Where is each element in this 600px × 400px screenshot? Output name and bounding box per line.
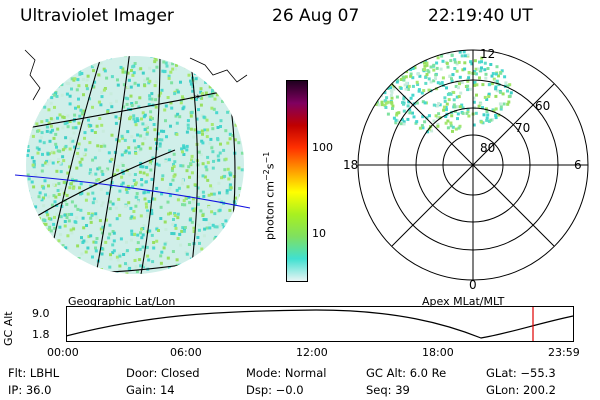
date-label: 26 Aug 07 — [272, 6, 360, 26]
geographic-image: * — [15, 49, 251, 274]
colorbar — [286, 80, 308, 282]
altitude-xtick-4: 23:59 — [548, 346, 580, 359]
status-glon: GLon: 200.2 — [486, 383, 556, 397]
coastline — [24, 49, 248, 101]
mlt-0: 0 — [469, 278, 477, 292]
colorbar-tick-10: 10 — [312, 227, 326, 240]
status-gain: Gain: 14 — [126, 383, 175, 397]
mlt-6: 6 — [574, 158, 582, 172]
status-gc-alt: GC Alt: 6.0 Re — [366, 366, 447, 380]
status-door: Door: Closed — [126, 366, 200, 380]
polar-plot: 12 18 6 0 60 70 80 — [343, 47, 589, 292]
status-ip: IP: 36.0 — [8, 383, 52, 397]
altitude-xtick-1: 06:00 — [170, 346, 202, 359]
altitude-ytick-min: 1.8 — [32, 328, 50, 341]
svg-text:*: * — [195, 94, 200, 104]
time-label: 22:19:40 UT — [428, 6, 533, 26]
altitude-ylabel: GC Alt — [2, 311, 15, 346]
status-seq: Seq: 39 — [366, 383, 410, 397]
altitude-xtick-3: 18:00 — [422, 346, 454, 359]
mlat-60: 60 — [535, 99, 550, 113]
status-flt: Flt: LBHL — [8, 366, 60, 380]
mlt-18: 18 — [343, 158, 358, 172]
mlat-80: 80 — [480, 141, 495, 155]
status-glat: GLat: −55.3 — [486, 366, 556, 380]
status-dsp: Dsp: −0.0 — [246, 383, 304, 397]
colorbar-unit-label: photon cm−2s−1 — [262, 151, 277, 240]
altitude-plot — [66, 306, 574, 342]
mlt-12: 12 — [480, 47, 495, 61]
mlat-70: 70 — [515, 121, 530, 135]
altitude-ytick-max: 9.0 — [32, 307, 50, 320]
altitude-xtick-0: 00:00 — [47, 346, 79, 359]
geographic-caption: Geographic Lat/Lon — [68, 295, 176, 308]
instrument-title: Ultraviolet Imager — [20, 6, 174, 26]
status-mode: Mode: Normal — [246, 366, 327, 380]
altitude-xtick-2: 12:00 — [296, 346, 328, 359]
terminator-line — [15, 174, 251, 209]
polar-caption: Apex MLat/MLT — [422, 295, 505, 308]
colorbar-tick-100: 100 — [312, 141, 333, 154]
altitude-curve — [66, 309, 574, 339]
